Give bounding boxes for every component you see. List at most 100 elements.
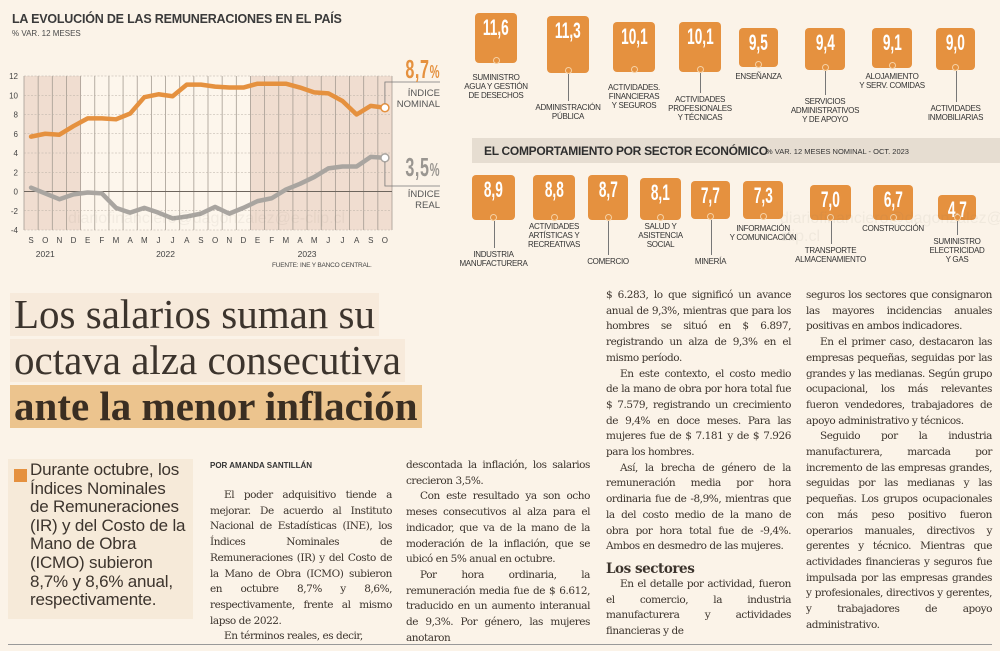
sector-label-line: ACTIVIDADES <box>930 104 981 113</box>
nominal-leader <box>384 81 440 104</box>
y-tick-label: 12 <box>9 72 18 81</box>
sector-label-line: ACTIVIDADES <box>674 95 726 104</box>
sector-value: 8,7 <box>598 177 618 202</box>
sector-label-line: SUMINISTRO <box>472 73 520 82</box>
sector-label-line: PROFESIONALES <box>668 104 732 113</box>
x-tick-label: D <box>71 236 77 245</box>
sector-value-box: 9,4 <box>805 28 845 70</box>
paragraph: Así, la brecha de género de la remunerac… <box>606 461 791 553</box>
sector-value: 7,3 <box>753 183 773 208</box>
real-line <box>28 154 388 221</box>
byline: POR AMANDA SANTILLÁN <box>210 461 313 470</box>
sector-value: 7,0 <box>821 187 840 212</box>
real-leader <box>384 161 440 187</box>
sector-label-line: ALOJAMIENTO <box>865 72 919 81</box>
paragraph: $ 6.283, lo que significó un avance anua… <box>606 289 791 364</box>
sector-label: SALUD Y ASISTENCIA SOCIAL <box>638 222 683 249</box>
sector-header-bar <box>472 138 1000 163</box>
x-tick-label: S <box>198 236 203 245</box>
paragraph: En este contexto, el costo medio de la m… <box>606 367 791 459</box>
year-label: 2021 <box>36 249 55 259</box>
sector-value: 8,8 <box>544 177 564 202</box>
sector-dot-icon <box>492 57 500 64</box>
sector-value-box: 8,7 <box>588 175 628 220</box>
paragraph: En el detalle por actividad, fueron el c… <box>606 577 791 638</box>
headline-line-3: ante la menor inflación <box>10 385 422 428</box>
sector-label: INFORMACIÓN Y COMUNICACIÓN <box>730 224 797 242</box>
sector-label-line: INMOBILIARIAS <box>927 113 984 122</box>
sector-value: 8,9 <box>484 177 503 202</box>
sector-label: ACTIVIDADES. FINANCIERAS Y SEGUROS <box>608 83 660 110</box>
sector-label-line: SERVICIOS <box>804 97 846 106</box>
paragraph: Por hora ordinaria, la remuneración medi… <box>406 568 590 644</box>
column-3: $ 6.283, lo que significó un avance anua… <box>606 288 791 640</box>
sector-value: 6,7 <box>883 187 903 212</box>
bullet-square-icon <box>14 469 27 482</box>
sector-leader-line <box>608 221 609 255</box>
real-value: 3,5% <box>405 152 440 182</box>
sector-label-line: SALUD Y <box>644 222 677 231</box>
sector-label: ADMINISTRACIÓN PÚBLICA <box>535 103 600 121</box>
sector-dot-icon <box>952 64 959 71</box>
x-tick-label: E <box>85 236 90 245</box>
sector-dot-icon <box>889 214 897 221</box>
sector-leader-line <box>957 221 958 235</box>
sector-label-line: Y TÉCNICAS <box>677 113 723 122</box>
sector-label-line: SOCIAL <box>646 240 675 249</box>
x-tick-label: J <box>340 236 344 245</box>
x-tick-label: O <box>42 236 48 245</box>
x-tick-label: N <box>56 236 62 245</box>
sector-label: MINERÍA <box>695 257 727 266</box>
column-1: El poder adquisitivo tiende a mejorar. D… <box>210 488 392 645</box>
paragraph: Seguido por la industria manufacturera, … <box>806 430 992 631</box>
chart-title: LA EVOLUCIÓN DE LAS REMUNERACIONES EN EL… <box>12 12 342 26</box>
sector-label: TRANSPORTE ALMACENAMIENTO <box>795 246 866 264</box>
sector-label: CONSTRUCCIÓN <box>862 224 924 233</box>
sector-label-line: ALMACENAMIENTO <box>795 255 866 264</box>
y-tick-label: 4 <box>14 149 19 158</box>
sector-label-line: ARTÍSTICAS Y <box>528 231 580 240</box>
sector-leader-line <box>700 73 701 93</box>
sector-label-line: SUMINISTRO <box>933 237 981 246</box>
headline-line-1: Los salarios suman su <box>10 293 379 336</box>
sector-dot-icon <box>755 61 762 68</box>
sector-label: ACTIVIDADES INMOBILIARIAS <box>927 104 984 122</box>
sector-label-line: INFORMACIÓN <box>736 224 790 233</box>
x-tick-label: A <box>184 236 190 245</box>
sector-label: ACTIVIDADES ARTÍSTICAS Y RECREATIVAS <box>528 222 580 249</box>
sector-label-line: AGUA Y GESTIÓN <box>464 82 528 91</box>
sector-label-line: DE DESECHOS <box>468 91 524 100</box>
sector-label-line: CONSTRUCCIÓN <box>862 224 924 233</box>
sector-value: 8,1 <box>651 180 670 205</box>
sector-label-line: ASISTENCIA <box>638 231 683 240</box>
sector-dot-icon <box>953 214 961 221</box>
sector-dot-icon <box>707 213 714 220</box>
column-4: seguros los sectores que consignaron las… <box>806 288 992 633</box>
sector-label-line: Y SEGUROS <box>611 101 657 110</box>
chart-subtitle: % VAR. 12 MESES <box>12 29 81 38</box>
sector-label-line: PÚBLICA <box>551 112 585 121</box>
x-tick-label: F <box>269 236 274 245</box>
sector-value: 10,1 <box>621 24 648 49</box>
sector-label-line: MANUFACTURERA <box>459 259 528 268</box>
sector-value-box: 10,1 <box>679 22 721 72</box>
sector-value-box: 9,1 <box>872 28 912 68</box>
nominal-label: ÍNDICE NOMINAL <box>396 88 440 110</box>
sector-value: 9,4 <box>815 30 835 55</box>
x-tick-label: J <box>326 236 330 245</box>
sector-dot-icon <box>490 214 497 221</box>
x-tick-label: M <box>283 236 290 245</box>
nominal-value: 8,7% <box>405 54 440 84</box>
sector-label-line: Y GAS <box>945 255 969 264</box>
sector-value-box: 9,0 <box>936 28 975 70</box>
paragraph: descontada la inflación, los salarios cr… <box>406 459 590 487</box>
paragraph: En términos reales, es decir, <box>224 630 363 643</box>
sector-label-line: Y DE APOYO <box>802 115 848 124</box>
lead-text: Durante octubre, los Índices Nominales d… <box>30 460 186 610</box>
sector-label-line: Y COMUNICACIÓN <box>729 233 797 242</box>
year-label: 2023 <box>298 249 317 259</box>
sector-label: ALOJAMIENTO Y SERV. COMIDAS <box>859 72 925 90</box>
sector-label-line: ADMINISTRACIÓN <box>535 103 601 112</box>
sector-dot-icon <box>564 67 572 74</box>
sector-value-box: 10,1 <box>613 22 655 72</box>
